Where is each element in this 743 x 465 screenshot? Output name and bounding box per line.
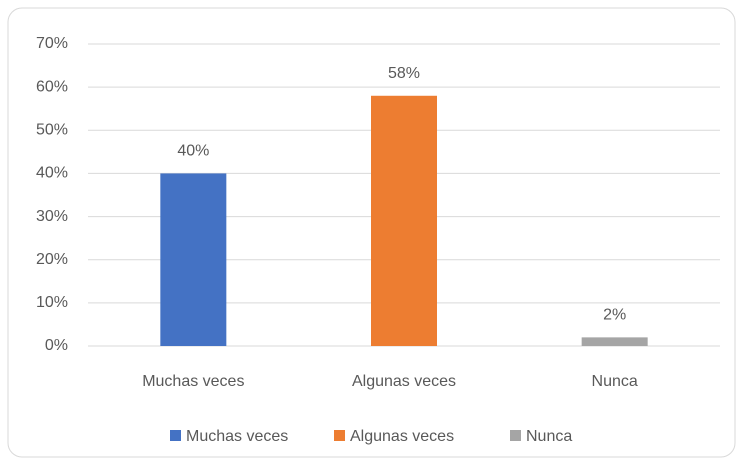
bar xyxy=(371,95,437,347)
y-tick-label: 50% xyxy=(36,122,68,139)
y-tick-label: 10% xyxy=(36,294,68,311)
legend-swatch xyxy=(170,430,181,441)
x-tick-label: Nunca xyxy=(592,373,638,390)
legend-label: Algunas veces xyxy=(350,428,454,445)
legend-swatch xyxy=(334,430,345,441)
data-label: 58% xyxy=(388,65,420,82)
y-tick-label: 0% xyxy=(45,337,68,354)
bar xyxy=(581,337,648,346)
x-tick-label: Muchas veces xyxy=(142,373,244,390)
y-tick-label: 60% xyxy=(36,78,68,95)
data-label: 2% xyxy=(603,307,626,324)
x-tick-label: Algunas veces xyxy=(352,373,456,390)
bar xyxy=(160,173,227,346)
y-tick-label: 70% xyxy=(36,35,68,52)
legend-label: Muchas veces xyxy=(186,428,288,445)
y-tick-label: 20% xyxy=(36,251,68,268)
legend-swatch xyxy=(510,430,521,441)
y-tick-label: 40% xyxy=(36,165,68,182)
legend-label: Nunca xyxy=(526,428,572,445)
y-tick-label: 30% xyxy=(36,208,68,225)
data-label: 40% xyxy=(177,143,209,160)
